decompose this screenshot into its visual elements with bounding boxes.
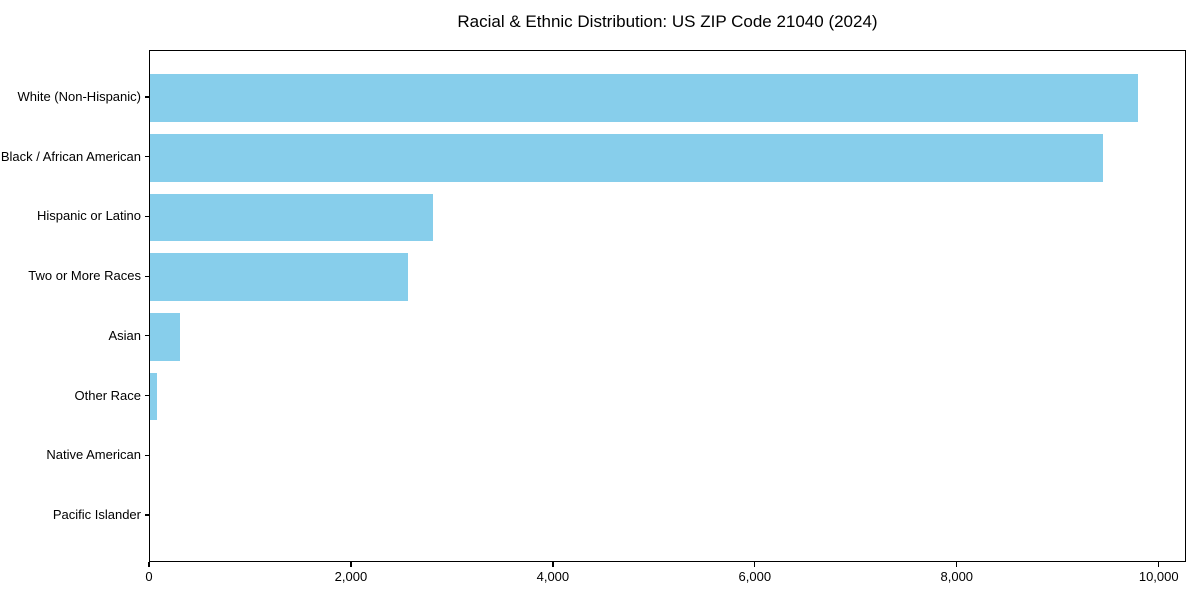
y-tick-mark <box>144 394 149 397</box>
plot-area <box>149 50 1186 562</box>
category-label: Two or More Races <box>28 268 141 284</box>
category-label: Asian <box>108 327 141 343</box>
y-tick-mark <box>144 275 149 277</box>
y-tick-mark <box>144 454 149 456</box>
y-tick-mark <box>144 514 149 516</box>
x-tick-mark <box>552 562 554 567</box>
bar <box>150 253 409 302</box>
x-tick-label: 8,000 <box>940 569 974 584</box>
category-label: Other Race <box>74 387 141 403</box>
bar <box>150 133 1104 182</box>
y-tick-mark <box>144 215 149 218</box>
x-tick-label: 4,000 <box>536 569 570 584</box>
x-tick-mark <box>754 562 756 567</box>
x-tick-label: 6,000 <box>738 569 772 584</box>
bar <box>150 74 1138 122</box>
x-tick-mark <box>1158 562 1160 567</box>
bar <box>150 372 157 421</box>
category-label: Native American <box>46 447 141 463</box>
y-tick-mark <box>144 335 149 337</box>
x-tick-mark <box>148 562 150 567</box>
y-tick-mark <box>144 156 149 158</box>
bar <box>150 193 433 242</box>
x-tick-label: 2,000 <box>334 569 368 584</box>
x-tick-mark <box>956 562 958 567</box>
category-label: Black / African American <box>0 148 141 164</box>
x-tick-label: 0 <box>145 569 153 584</box>
category-label: White (Non-Hispanic) <box>17 89 141 105</box>
bar <box>150 312 180 361</box>
y-tick-mark <box>144 96 149 98</box>
x-tick-label: 10,000 <box>1138 569 1179 584</box>
chart-title: Racial & Ethnic Distribution: US ZIP Cod… <box>457 12 878 31</box>
x-tick-mark <box>350 562 352 567</box>
category-label: Pacific Islander <box>52 506 141 522</box>
category-label: Hispanic or Latino <box>36 208 141 224</box>
